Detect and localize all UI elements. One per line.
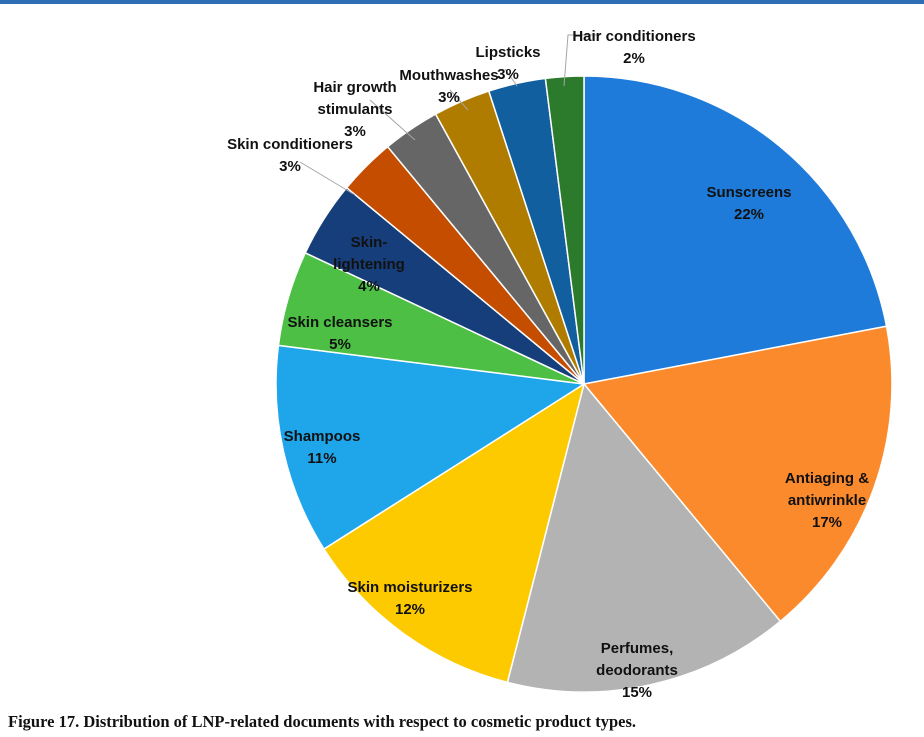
slice-label-4: Shampoos 11% [284, 428, 361, 467]
leader-line-9 [449, 89, 469, 111]
slice-label-7: Skin conditioners 3% [227, 136, 353, 175]
slice-name-3: Skin moisturizers [347, 579, 472, 596]
slice-label-3: Skin moisturizers 12% [347, 579, 472, 618]
leader-line-10 [504, 68, 518, 87]
slice-name-6: Skin- [351, 234, 388, 251]
leader-line-11 [563, 34, 600, 87]
slice-name-2: Perfumes, [601, 640, 674, 657]
slice-name-9: Mouthwashes [399, 67, 498, 84]
slice-percent-11: 2% [623, 50, 645, 67]
pie-slice-0 [583, 75, 888, 385]
slice-name-11: Hair conditioners [572, 28, 695, 45]
slice-label-5: Skin cleansers 5% [287, 314, 392, 353]
slice-name-1: Antiaging & [785, 470, 869, 487]
top-rule [0, 0, 924, 4]
slice-percent-10: 3% [497, 66, 519, 83]
slice-name-4: Shampoos [284, 428, 361, 445]
slice-label-0: Sunscreens 22% [706, 184, 791, 223]
slice-percent-3: 12% [395, 601, 425, 618]
slice-name-5: Skin cleansers [287, 314, 392, 331]
slice-label-2: Perfumes, deodorants 15% [596, 640, 678, 701]
slice-label-9: Mouthwashes 3% [399, 67, 498, 106]
slice-name-6: lightening [333, 256, 405, 273]
figure-caption: Figure 17. Distribution of LNP-related d… [8, 712, 637, 731]
slice-percent-2: 15% [622, 684, 652, 701]
slice-percent-7: 3% [279, 158, 301, 175]
slice-label-6: Skin-lightening 4% [333, 234, 405, 295]
slice-percent-1: 17% [812, 514, 842, 531]
pie-chart: Sunscreens 22% Antiaging & antiwrinkle 17% Pe… [227, 28, 893, 701]
leader-line-8 [369, 99, 416, 141]
pie-slice-2 [506, 382, 782, 693]
slice-percent-8: 3% [344, 123, 366, 140]
slice-label-1: Antiaging & antiwrinkle 17% [785, 470, 869, 531]
pie-slice-4 [275, 344, 587, 551]
slice-name-8: Hair growth [313, 79, 396, 96]
slice-label-8: Hair growth stimulants 3% [313, 79, 396, 140]
slice-percent-6: 4% [358, 278, 380, 295]
slice-percent-0: 22% [734, 206, 764, 223]
leader-line-7 [299, 161, 356, 196]
slice-percent-5: 5% [329, 336, 351, 353]
slice-name-1: antiwrinkle [788, 492, 866, 509]
slice-label-11: Hair conditioners 2% [572, 28, 695, 67]
slice-name-7: Skin conditioners [227, 136, 353, 153]
slice-name-0: Sunscreens [706, 184, 791, 201]
slice-name-2: deodorants [596, 662, 678, 679]
slice-name-10: Lipsticks [475, 44, 540, 61]
slice-name-8: stimulants [317, 101, 392, 118]
slice-percent-9: 3% [438, 89, 460, 106]
pie-slice-1 [582, 325, 893, 623]
slice-label-10: Lipsticks 3% [475, 44, 540, 83]
pie-slice-3 [322, 382, 586, 684]
slice-percent-4: 11% [307, 450, 336, 467]
